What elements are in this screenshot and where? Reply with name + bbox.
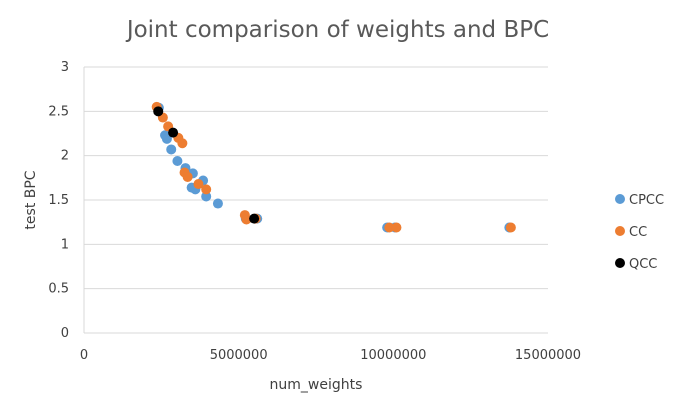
data-point: [249, 213, 260, 224]
y-axis-title: test BPC: [23, 170, 39, 229]
x-tick-label: 5000000: [210, 348, 268, 363]
y-tick-label: 0.5: [48, 282, 69, 297]
legend-marker: [615, 194, 625, 204]
series-qcc: [153, 106, 260, 224]
y-tick-label: 2: [61, 149, 69, 164]
chart-title: Joint comparison of weights and BPC: [125, 17, 549, 43]
data-point: [201, 184, 212, 195]
data-point: [391, 222, 402, 233]
series-cc: [151, 101, 516, 233]
data-point: [241, 214, 252, 225]
y-tick-label: 3: [61, 60, 69, 75]
x-tick-label: 15000000: [515, 348, 581, 363]
data-point: [212, 198, 223, 209]
legend-marker: [615, 226, 625, 236]
y-axis-ticks: 0 0.5 1 1.5 2 2.5 3: [48, 60, 69, 341]
data-point: [161, 133, 172, 144]
data-point: [201, 191, 212, 202]
data-point: [172, 155, 183, 166]
data-point: [166, 144, 177, 155]
series-cpcc: [153, 102, 515, 233]
data-point: [153, 106, 164, 117]
data-point: [168, 127, 179, 138]
x-axis-ticks: 0 5000000 10000000 15000000: [80, 348, 581, 363]
legend-marker: [615, 258, 625, 268]
data-point: [384, 222, 395, 233]
legend-label: CC: [629, 225, 647, 240]
data-point: [177, 138, 188, 149]
x-tick-label: 0: [80, 348, 88, 363]
y-tick-label: 1.5: [48, 193, 69, 208]
y-tick-label: 2.5: [48, 104, 69, 119]
data-point: [505, 222, 516, 233]
legend-label: CPCC: [629, 193, 664, 208]
data-point: [182, 171, 193, 182]
legend-label: QCC: [629, 257, 657, 272]
data-points: [151, 101, 516, 233]
x-axis-title: num_weights: [270, 377, 363, 393]
y-tick-label: 1: [61, 237, 69, 252]
y-tick-label: 0: [61, 326, 69, 341]
x-tick-label: 10000000: [360, 348, 426, 363]
data-point: [193, 179, 204, 190]
legend: CPCC CC QCC: [615, 193, 664, 272]
